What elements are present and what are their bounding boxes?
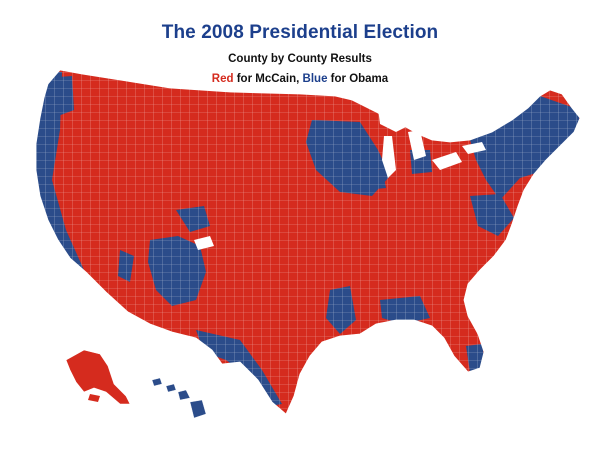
legend-red-word: Red (211, 73, 234, 85)
legend-blue-word: Blue (302, 73, 328, 85)
map-subtitle: County by County Results (228, 53, 372, 65)
legend-red-rest: for McCain, (233, 73, 303, 85)
page-title: The 2008 Presidential Election (161, 22, 439, 43)
salt-lake (194, 236, 214, 250)
legend-blue-rest: for Obama (327, 73, 389, 85)
legend-text: Red for McCain, Blue for Obama (0, 73, 600, 85)
alaska (65, 349, 131, 405)
great-lakes (378, 108, 486, 178)
contiguous-us (35, 69, 581, 415)
hawaii (151, 377, 207, 419)
